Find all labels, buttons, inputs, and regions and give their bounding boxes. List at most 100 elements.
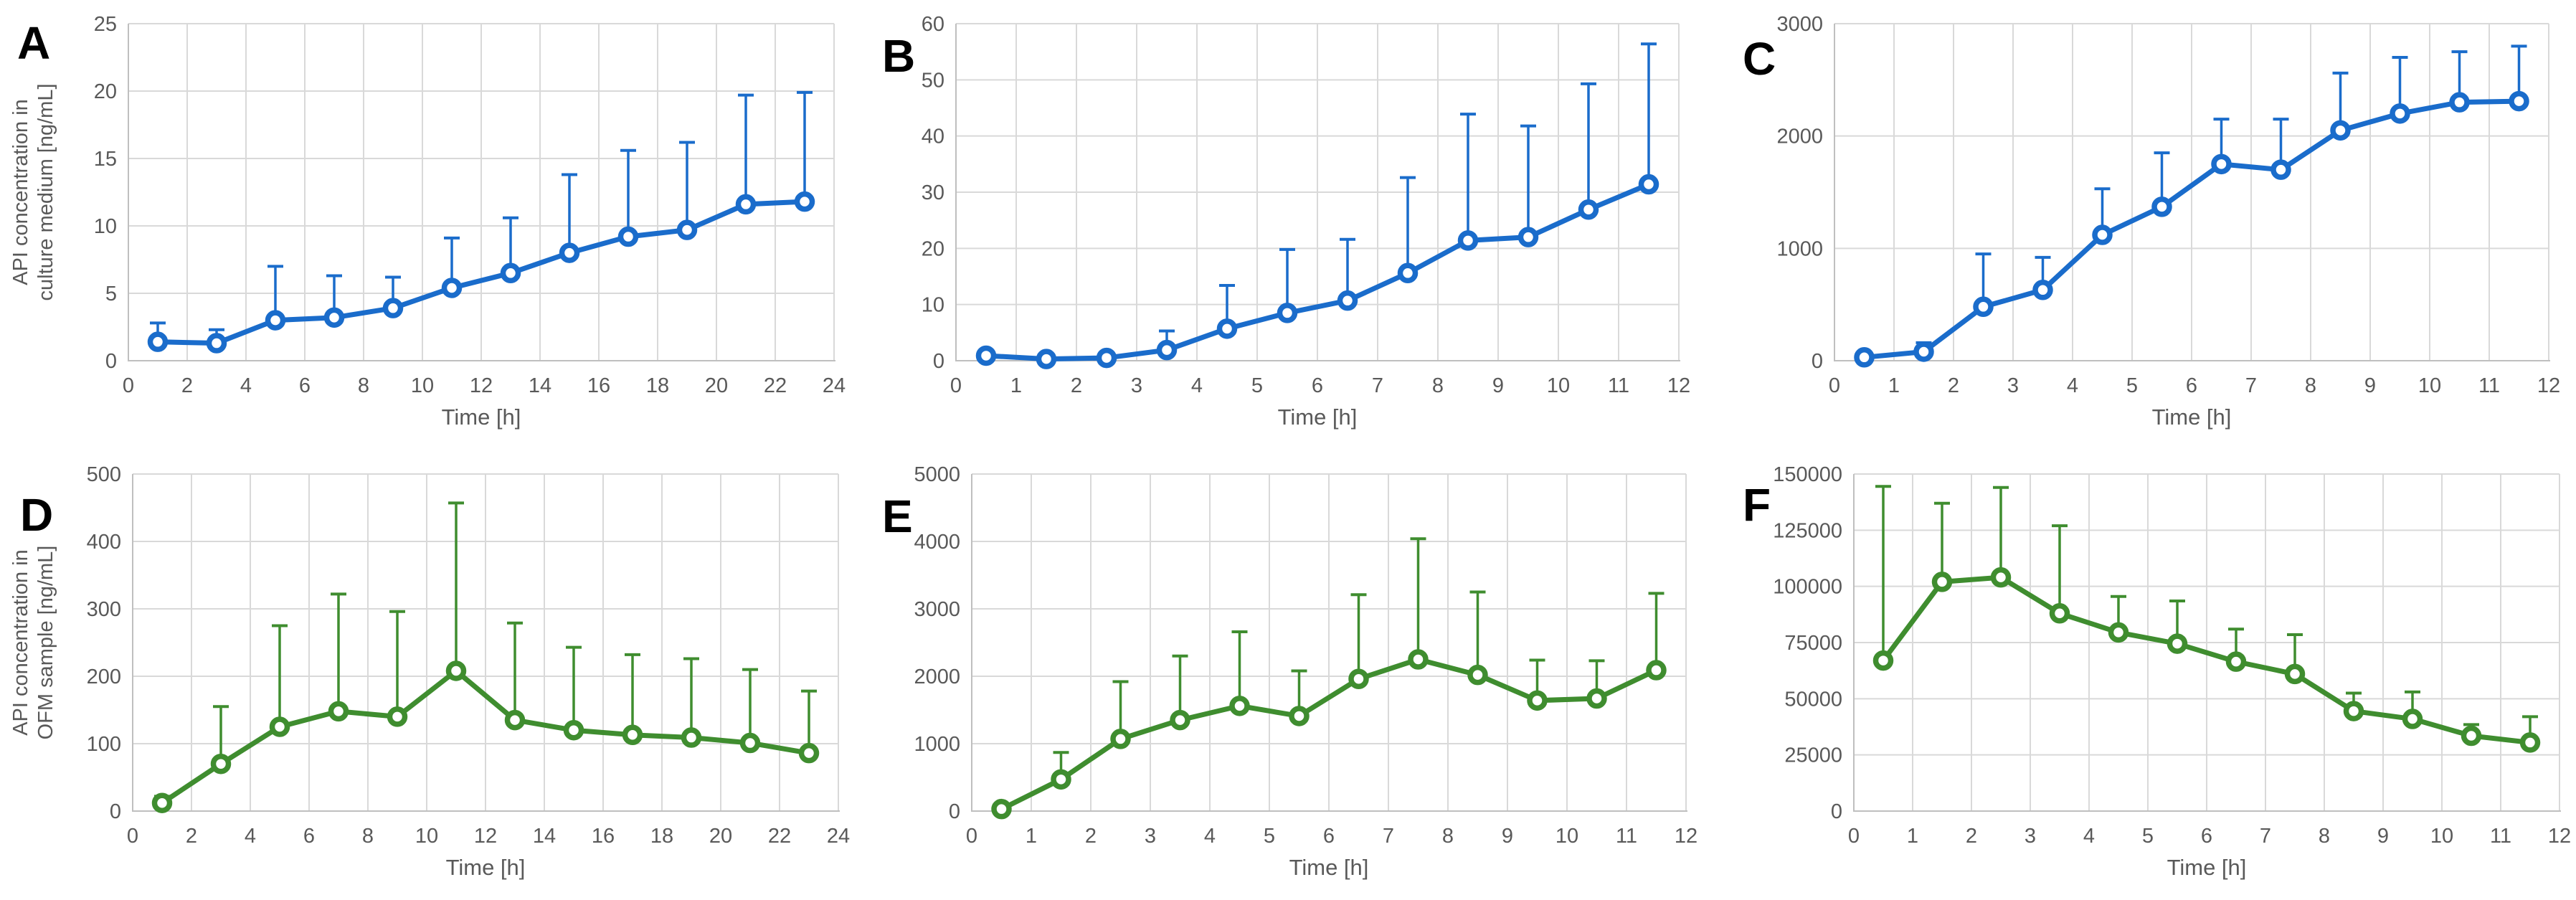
svg-text:2: 2 bbox=[1085, 825, 1097, 848]
svg-text:2000: 2000 bbox=[1776, 125, 1823, 148]
svg-text:50000: 50000 bbox=[1784, 688, 1842, 711]
svg-text:22: 22 bbox=[764, 374, 787, 397]
svg-text:7: 7 bbox=[1383, 825, 1394, 848]
svg-text:18: 18 bbox=[646, 374, 669, 397]
svg-text:25000: 25000 bbox=[1784, 744, 1842, 767]
svg-text:11: 11 bbox=[2490, 825, 2511, 848]
svg-text:0: 0 bbox=[123, 374, 134, 397]
svg-text:0: 0 bbox=[1848, 825, 1860, 848]
svg-text:11: 11 bbox=[1608, 374, 1629, 397]
svg-text:4000: 4000 bbox=[914, 531, 960, 554]
svg-text:16: 16 bbox=[592, 825, 615, 848]
svg-text:12: 12 bbox=[474, 825, 497, 848]
svg-text:0: 0 bbox=[950, 374, 962, 397]
svg-text:14: 14 bbox=[533, 825, 556, 848]
svg-text:2: 2 bbox=[186, 825, 197, 848]
svg-text:12: 12 bbox=[1675, 825, 1697, 848]
svg-text:2: 2 bbox=[1966, 825, 1977, 848]
svg-text:1: 1 bbox=[1907, 825, 1918, 848]
svg-text:6: 6 bbox=[1312, 374, 1323, 397]
svg-text:150000: 150000 bbox=[1773, 463, 1842, 486]
svg-text:40: 40 bbox=[922, 125, 944, 148]
svg-text:6: 6 bbox=[1323, 825, 1335, 848]
panel-a: A API concentration in culture medium [n… bbox=[0, 0, 859, 450]
svg-text:20: 20 bbox=[705, 374, 728, 397]
svg-text:6: 6 bbox=[2201, 825, 2212, 848]
svg-text:200: 200 bbox=[87, 665, 121, 688]
panel-c: C 0 1 2 3 4 5 6 7 8 9 10 11 12 0 1000 2000 3000 Time [h] bbox=[1717, 0, 2576, 450]
svg-text:10: 10 bbox=[2430, 825, 2453, 848]
svg-text:6: 6 bbox=[2186, 374, 2197, 397]
panel-letter-d: D bbox=[20, 489, 54, 541]
svg-text:0: 0 bbox=[105, 350, 117, 373]
svg-text:0: 0 bbox=[933, 350, 944, 373]
svg-text:6: 6 bbox=[299, 374, 311, 397]
svg-text:18: 18 bbox=[650, 825, 673, 848]
svg-text:3: 3 bbox=[1145, 825, 1156, 848]
line-chart-d: 0 2 4 6 8 10 12 14 16 18 20 22 240100200300400500Tim… bbox=[87, 463, 851, 880]
svg-text:14: 14 bbox=[529, 374, 551, 397]
svg-text:Time [h]: Time [h] bbox=[1289, 855, 1369, 880]
svg-text:125000: 125000 bbox=[1773, 519, 1842, 542]
svg-text:8: 8 bbox=[362, 825, 374, 848]
panel-f: F 0 1 2 3 4 5 6 7 8 9 10 11 12 0 25000 50000 75000 100000… bbox=[1717, 450, 2576, 900]
svg-text:1000: 1000 bbox=[1776, 237, 1823, 260]
svg-text:3: 3 bbox=[2007, 374, 2019, 397]
svg-text:7: 7 bbox=[1372, 374, 1383, 397]
panel-letter-f: F bbox=[1743, 479, 1771, 531]
svg-text:0: 0 bbox=[1831, 800, 1842, 823]
svg-text:1: 1 bbox=[1888, 374, 1900, 397]
svg-text:22: 22 bbox=[768, 825, 791, 848]
svg-text:11: 11 bbox=[2478, 374, 2500, 397]
svg-text:8: 8 bbox=[2305, 374, 2316, 397]
svg-text:1: 1 bbox=[1026, 825, 1037, 848]
svg-text:1: 1 bbox=[1010, 374, 1022, 397]
svg-text:4: 4 bbox=[1204, 825, 1216, 848]
svg-text:12: 12 bbox=[2548, 825, 2571, 848]
line-chart-f: 0 1 2 3 4 5 6 7 8 9 10 11 12025000500007500010000012… bbox=[1773, 463, 2571, 880]
svg-text:5: 5 bbox=[2142, 825, 2154, 848]
svg-text:20: 20 bbox=[94, 80, 117, 103]
svg-text:8: 8 bbox=[358, 374, 369, 397]
svg-text:2: 2 bbox=[181, 374, 193, 397]
svg-text:20: 20 bbox=[922, 237, 944, 260]
svg-text:4: 4 bbox=[240, 374, 252, 397]
svg-text:7: 7 bbox=[2260, 825, 2271, 848]
svg-text:10: 10 bbox=[922, 294, 944, 317]
svg-text:8: 8 bbox=[2319, 825, 2330, 848]
svg-text:12: 12 bbox=[470, 374, 493, 397]
panel-d: D API concentration in OFM sample [ng/mL… bbox=[0, 450, 859, 900]
svg-text:9: 9 bbox=[2377, 825, 2389, 848]
svg-text:75000: 75000 bbox=[1784, 632, 1842, 655]
svg-text:5: 5 bbox=[1264, 825, 1275, 848]
svg-text:2: 2 bbox=[1948, 374, 1959, 397]
panel-letter-e: E bbox=[882, 491, 913, 542]
svg-text:100000: 100000 bbox=[1773, 576, 1842, 599]
svg-text:9: 9 bbox=[1502, 825, 1513, 848]
svg-text:20: 20 bbox=[709, 825, 732, 848]
svg-text:30: 30 bbox=[922, 181, 944, 204]
svg-text:Time [h]: Time [h] bbox=[1278, 404, 1358, 430]
svg-text:3000: 3000 bbox=[1776, 13, 1823, 36]
svg-text:0: 0 bbox=[127, 825, 138, 848]
svg-text:100: 100 bbox=[87, 733, 121, 756]
svg-text:5000: 5000 bbox=[914, 463, 960, 486]
svg-text:0: 0 bbox=[110, 800, 121, 823]
svg-text:9: 9 bbox=[1492, 374, 1504, 397]
line-chart-e: 0 1 2 3 4 5 6 7 8 9 10 11 12010002000300040005000Tim… bbox=[914, 463, 1697, 880]
svg-text:50: 50 bbox=[922, 69, 944, 92]
svg-text:0: 0 bbox=[1829, 374, 1840, 397]
panel-letter-c: C bbox=[1743, 33, 1776, 85]
svg-text:6: 6 bbox=[303, 825, 315, 848]
svg-text:24: 24 bbox=[827, 825, 850, 848]
svg-text:16: 16 bbox=[587, 374, 610, 397]
svg-text:10: 10 bbox=[2418, 374, 2441, 397]
svg-text:0: 0 bbox=[966, 825, 977, 848]
svg-text:0: 0 bbox=[1812, 350, 1823, 373]
svg-text:5: 5 bbox=[1251, 374, 1263, 397]
svg-text:10: 10 bbox=[94, 215, 117, 238]
svg-text:Time [h]: Time [h] bbox=[442, 404, 521, 430]
